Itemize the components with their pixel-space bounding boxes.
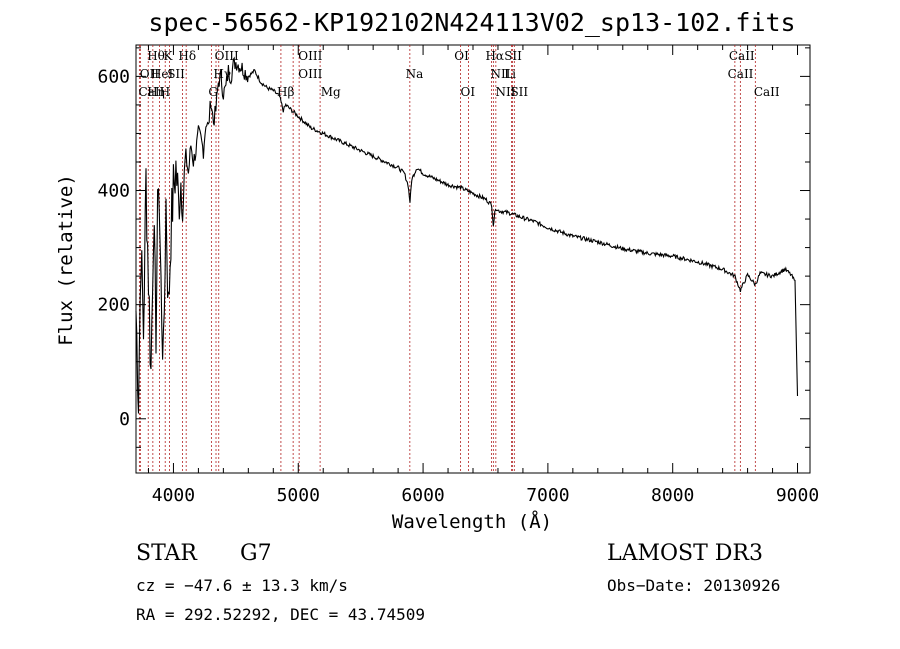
line-label-3: OIII — [215, 49, 239, 63]
line-label-8: CaII — [729, 49, 755, 63]
line-label-4: OIII — [298, 49, 322, 63]
x-tick-label-6000: 6000 — [401, 485, 444, 506]
line-label-0: Hθ — [147, 49, 165, 63]
line-label-26: SII — [510, 85, 528, 99]
line-label-9: OII — [140, 67, 160, 81]
y-tick-label-600: 600 — [97, 66, 130, 87]
line-label-10: HeI — [151, 67, 174, 81]
line-label-2: Hδ — [178, 49, 196, 63]
x-tick-label-9000: 9000 — [776, 485, 819, 506]
spectral-subclass: G7 — [240, 541, 272, 566]
line-label-14: Na — [406, 67, 424, 81]
x-tick-label-7000: 7000 — [526, 485, 569, 506]
y-tick-label-200: 200 — [97, 295, 130, 316]
line-label-23: Mg — [321, 85, 341, 99]
cz-value: cz = −47.6 ± 13.3 km/s — [136, 576, 348, 595]
line-label-17: CaII — [728, 67, 754, 81]
line-label-21: G — [208, 85, 218, 99]
line-label-27: CaII — [754, 85, 780, 99]
x-tick-label-4000: 4000 — [152, 485, 195, 506]
y-axis-label: Flux (relative) — [55, 174, 77, 346]
obs-date: Obs−Date: 20130926 — [607, 576, 780, 595]
survey-name: LAMOST DR3 — [607, 541, 763, 566]
line-label-6: Hα — [485, 49, 504, 63]
axis-ticks: 4000 5000 6000 7000 8000 9000 0 200 400 600 — [97, 45, 819, 506]
line-label-25: NII — [495, 85, 515, 99]
chart-title: spec-56562-KP192102N424113V02_sp13-102.f… — [148, 8, 795, 37]
line-label-13: OIII — [298, 67, 322, 81]
plot-frame — [135, 44, 811, 474]
line-label-20: H — [160, 85, 170, 99]
line-label-15: NII — [490, 67, 510, 81]
y-tick-label-0: 0 — [119, 409, 130, 430]
object-type: STAR — [136, 541, 198, 566]
line-label-7: SII — [504, 49, 522, 63]
coordinates: RA = 292.52292, DEC = 43.74509 — [136, 605, 425, 624]
x-axis-label: Wavelength (Å) — [392, 510, 552, 533]
line-label-22: Hβ — [277, 85, 294, 99]
y-tick-label-400: 400 — [97, 181, 130, 202]
line-label-1: K — [163, 49, 173, 63]
spectrum-line — [135, 56, 799, 414]
line-label-16: Li — [504, 67, 516, 81]
x-tick-label-5000: 5000 — [277, 485, 320, 506]
spectral-line-markers — [138, 45, 756, 473]
line-label-5: OI — [454, 49, 469, 63]
line-label-11: SII — [167, 67, 185, 81]
line-label-18: CaII — [138, 85, 164, 99]
x-tick-label-8000: 8000 — [651, 485, 694, 506]
line-label-19: Hη — [147, 85, 165, 99]
line-label-24: OI — [461, 85, 476, 99]
